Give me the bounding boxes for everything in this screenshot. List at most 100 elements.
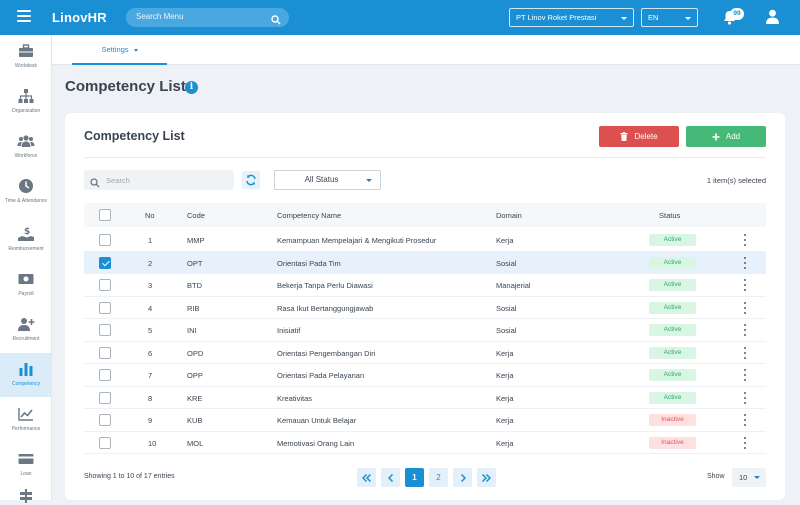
row-checkbox[interactable]: [99, 369, 111, 381]
cell-competency-name: Inisiatif: [277, 326, 301, 335]
payroll-icon: [18, 274, 34, 284]
more-options-icon[interactable]: [743, 436, 747, 449]
sidebar-item-loan[interactable]: Loan: [0, 443, 52, 487]
more-options-icon[interactable]: [743, 279, 747, 291]
hamburger-menu-icon[interactable]: [17, 10, 31, 22]
table-row[interactable]: 2 OPT Orientasi Pada Tim Sosial Active: [84, 251, 766, 274]
search-icon[interactable]: [271, 12, 281, 30]
sidebar-item-workforce[interactable]: Workforce: [0, 125, 52, 169]
cell-domain: Manajerial: [496, 281, 531, 290]
delete-button[interactable]: Delete: [599, 126, 679, 147]
page-title: Competency List: [65, 78, 186, 95]
row-checkbox[interactable]: [99, 346, 111, 359]
page-size-select[interactable]: 10: [732, 468, 766, 487]
row-checkbox[interactable]: [99, 301, 111, 314]
language-select[interactable]: EN: [641, 8, 698, 27]
more-options-icon[interactable]: [743, 369, 747, 381]
table-search-input[interactable]: Search: [84, 170, 234, 190]
sidebar-item-competency[interactable]: Competency: [0, 353, 52, 397]
trash-icon: [620, 132, 628, 141]
cell-code: BTD: [187, 281, 202, 290]
cell-code: KRE: [187, 393, 203, 403]
sidebar: Workdesk Organization Workforce Time & A…: [0, 35, 52, 503]
table-row[interactable]: 7 OPP Orientasi Pada Pelayanan Kerja Active: [84, 364, 766, 387]
sidebar-item-performance[interactable]: Performance: [0, 398, 52, 442]
more-options-icon[interactable]: [743, 391, 747, 404]
table-row[interactable]: 9 KUB Kemauan Untuk Belajar Kerja Inactive: [84, 409, 766, 432]
search-icon: [90, 175, 100, 193]
first-page-button[interactable]: [357, 468, 376, 487]
cell-code: OPP: [187, 371, 203, 380]
tab-settings-label: Settings: [101, 45, 129, 54]
sidebar-item-recruitment[interactable]: Recruitment: [0, 308, 52, 352]
status-badge: Inactive: [649, 436, 696, 449]
row-checkbox[interactable]: [99, 436, 111, 449]
sidebar-item-more[interactable]: [0, 480, 52, 503]
cell-no: 6: [148, 348, 153, 358]
cell-competency-name: Orientasi Pengembangan Diri: [277, 348, 376, 358]
chevron-down-icon: [685, 17, 691, 20]
table-row[interactable]: 4 RIB Rasa Ikut Bertanggungjawab Sosial Acti…: [84, 297, 766, 319]
top-bar: LinovHR Search Menu PT Linov Roket Prest…: [0, 0, 800, 35]
sidebar-item-label: Workforce: [14, 153, 38, 159]
table-row[interactable]: 3 BTD Bekerja Tanpa Perlu Diawasi Manajeria…: [84, 274, 766, 297]
sidebar-item-workdesk[interactable]: Workdesk: [0, 35, 52, 79]
table-row[interactable]: 1 MMP Kemampuan Mempelajari & Mengikuti Pr…: [84, 229, 766, 252]
cell-code: INI: [187, 326, 197, 335]
sidebar-item-time-attendance[interactable]: Time & Attendance: [0, 170, 52, 217]
plus-icon: [712, 133, 720, 140]
row-checkbox[interactable]: [99, 279, 111, 291]
select-all-checkbox[interactable]: [99, 209, 111, 221]
sidebar-item-reimbursement[interactable]: $ Reimbursement: [0, 218, 52, 262]
add-button[interactable]: Add: [686, 126, 766, 147]
more-options-icon[interactable]: [743, 234, 747, 246]
more-options-icon[interactable]: [743, 324, 747, 336]
page-button-1[interactable]: 1: [405, 468, 424, 487]
tab-settings[interactable]: Settings: [72, 35, 167, 65]
row-checkbox[interactable]: [99, 414, 111, 426]
more-options-icon[interactable]: [743, 256, 747, 269]
briefcase-icon: [19, 44, 33, 57]
cell-competency-name: Kemampuan Mempelajari & Mengikuti Prosed…: [277, 236, 437, 245]
sub-navigation: Settings: [52, 35, 800, 65]
row-checkbox[interactable]: [99, 234, 111, 246]
cell-code: KUB: [187, 416, 203, 425]
bar-chart-icon: [19, 363, 33, 376]
cell-code: OPD: [187, 348, 204, 358]
table-row[interactable]: 10 MOL Memotivasi Orang Lain Kerja Inactive: [84, 432, 766, 454]
company-select[interactable]: PT Linov Roket Prestasi: [509, 8, 634, 27]
sidebar-item-organization[interactable]: Organization: [0, 80, 52, 124]
table-row[interactable]: 5 INI Inisiatif Sosial Active: [84, 319, 766, 342]
status-filter-select[interactable]: All Status: [274, 170, 381, 190]
refresh-button[interactable]: [242, 171, 260, 189]
row-checkbox[interactable]: [99, 391, 111, 404]
page-button-2[interactable]: 2: [429, 468, 448, 487]
cell-domain: Sosial: [496, 303, 517, 313]
sidebar-item-payroll[interactable]: Payroll: [0, 263, 52, 307]
row-checkbox[interactable]: [99, 324, 111, 336]
app-brand[interactable]: LinovHR: [52, 10, 107, 25]
table-header: No Code Competency Name Domain Status: [84, 203, 766, 227]
add-user-icon: [18, 318, 35, 331]
prev-page-button[interactable]: [381, 468, 400, 487]
table-row[interactable]: 6 OPD Orientasi Pengembangan Diri Kerja Acti…: [84, 342, 766, 364]
cell-no: 7: [148, 371, 153, 380]
next-page-button[interactable]: [453, 468, 472, 487]
signpost-icon: [20, 489, 32, 503]
header-competency-name: Competency Name: [277, 211, 342, 220]
row-checkbox[interactable]: [99, 256, 111, 269]
show-label: Show: [707, 473, 725, 480]
info-icon[interactable]: i: [185, 81, 198, 94]
user-avatar-icon[interactable]: [765, 9, 780, 29]
cell-domain: Kerja: [496, 393, 514, 403]
last-page-button[interactable]: [477, 468, 496, 487]
more-options-icon[interactable]: [743, 414, 747, 426]
table-search-placeholder: Search: [106, 176, 130, 185]
cell-no: 10: [148, 438, 157, 448]
more-options-icon[interactable]: [743, 346, 747, 359]
table-row[interactable]: 8 KRE Kreativitas Kerja Active: [84, 387, 766, 409]
sidebar-item-label: Workdesk: [14, 63, 38, 69]
header-domain: Domain: [496, 211, 522, 220]
more-options-icon[interactable]: [743, 301, 747, 314]
search-menu-input[interactable]: Search Menu: [126, 8, 289, 27]
